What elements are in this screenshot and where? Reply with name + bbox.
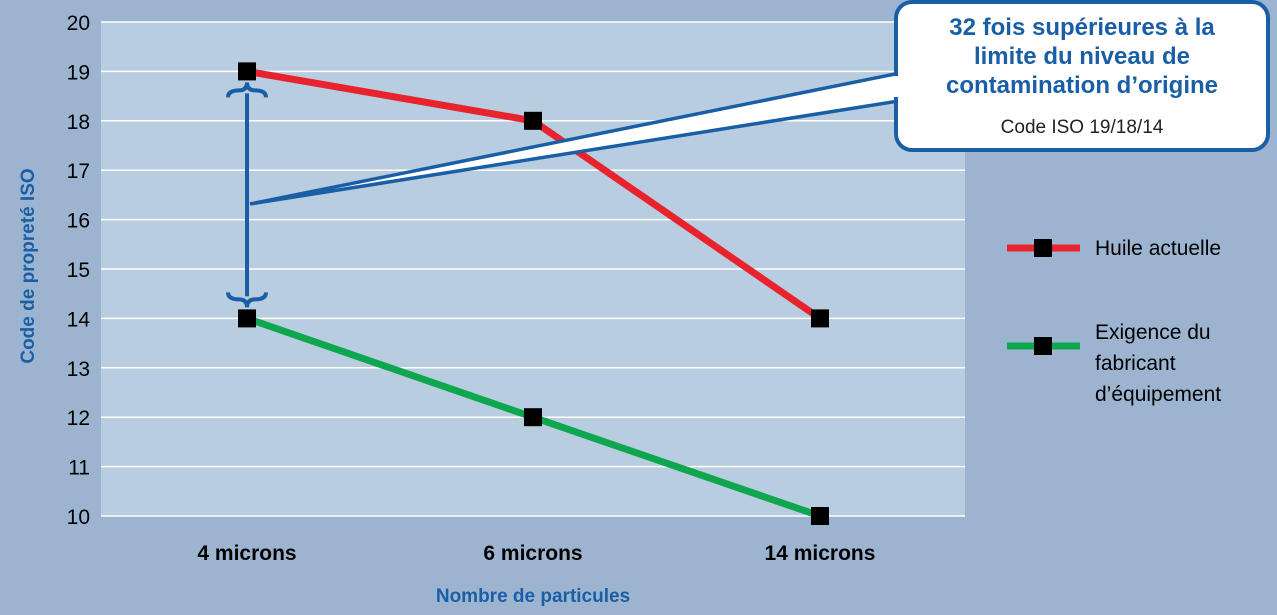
y-tick-label: 11: [68, 457, 90, 480]
y-tick-label: 18: [67, 111, 90, 134]
legend: Huile actuelle Exigence du fabricant d’équi…: [1007, 237, 1221, 406]
y-axis-title: Code de propreté ISO: [18, 168, 39, 363]
legend-swatch-marker: [1034, 337, 1052, 355]
callout-line: contamination d’origine: [946, 72, 1218, 99]
series-marker-1: [238, 62, 256, 81]
bracket-cap-bottom: [226, 292, 268, 308]
y-tick-label: 16: [67, 210, 90, 233]
x-axis-title: Nombre de particules: [436, 586, 630, 607]
x-tick-label: 14 microns: [765, 542, 876, 565]
y-tick-label: 14: [67, 308, 91, 331]
callout-line: limite du niveau de: [974, 43, 1190, 70]
y-tick-labels: 10 11 12 13 14 15 16 17 18 19 20: [67, 12, 91, 529]
series-marker-1: [524, 111, 542, 130]
callout-joint: [894, 76, 902, 97]
legend-label: Exigence du: [1095, 321, 1211, 344]
legend-label: d’équipement: [1095, 383, 1221, 406]
y-tick-label: 15: [67, 259, 90, 282]
y-tick-label: 12: [67, 407, 90, 430]
y-tick-label: 20: [67, 12, 90, 35]
legend-swatch-marker: [1034, 239, 1052, 257]
y-tick-label: 19: [67, 61, 90, 84]
y-tick-label: 10: [67, 506, 90, 529]
y-tick-label: 13: [67, 358, 90, 381]
series-lines: [238, 62, 829, 525]
x-tick-label: 6 microns: [483, 542, 582, 565]
bracket-cap-top: [226, 82, 268, 98]
series-marker-1: [811, 309, 829, 328]
legend-label: fabricant: [1095, 352, 1176, 375]
x-tick-labels: 4 microns 6 microns 14 microns: [197, 542, 875, 565]
y-tick-label: 17: [67, 160, 90, 183]
callout-line: 32 fois supérieures à la: [949, 14, 1215, 41]
difference-bracket: [226, 82, 268, 308]
x-tick-label: 4 microns: [197, 542, 296, 565]
callout-subtitle: Code ISO 19/18/14: [1001, 117, 1164, 138]
series-marker-2: [238, 309, 256, 328]
series-marker-2: [811, 507, 829, 525]
series-marker-2: [524, 408, 542, 427]
legend-label: Huile actuelle: [1095, 237, 1221, 260]
